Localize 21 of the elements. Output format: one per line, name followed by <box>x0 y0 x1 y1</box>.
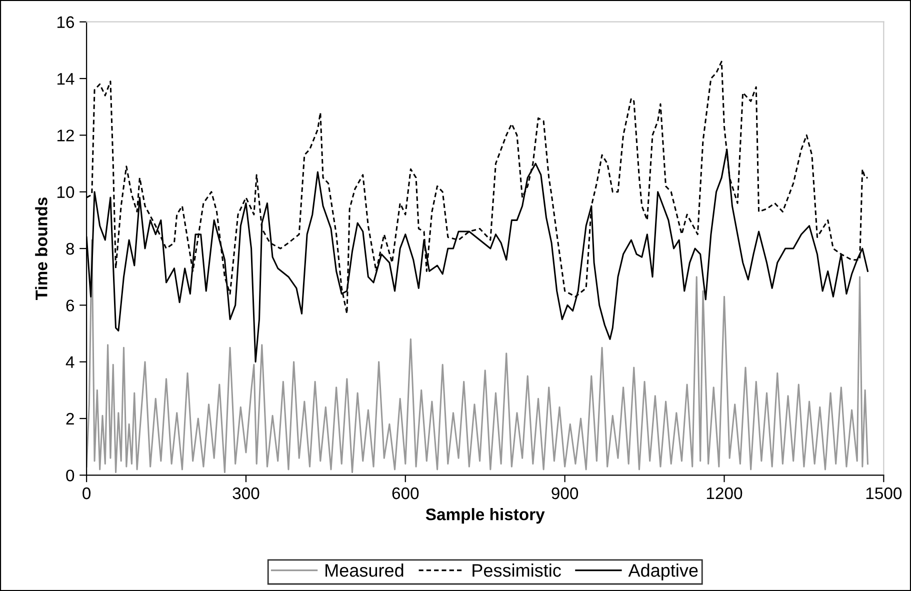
x-axis-title: Sample history <box>426 508 545 524</box>
y-tick-label: 14 <box>57 73 74 85</box>
legend-label: Adaptive <box>628 564 698 580</box>
y-tick-label: 4 <box>66 356 74 368</box>
x-tick-label: 1200 <box>706 487 742 500</box>
legend-label: Measured <box>326 564 404 577</box>
x-tick-label: 600 <box>392 487 419 500</box>
y-tick-label: 2 <box>66 412 74 425</box>
y-tick-label: 8 <box>66 242 74 255</box>
y-tick-label: 16 <box>57 16 74 28</box>
y-tick-label: 6 <box>66 300 74 312</box>
line-series <box>86 239 868 474</box>
x-tick-label: 300 <box>232 487 260 500</box>
legend-label: Pessimistic <box>472 564 561 577</box>
y-tick-label: 12 <box>57 130 74 142</box>
x-tick-label: 0 <box>82 487 91 500</box>
x-tick-label: 1500 <box>866 487 902 500</box>
y-tick-label: 0 <box>66 470 74 482</box>
y-axis-title: Time bounds <box>35 197 48 300</box>
y-tick-label: 10 <box>57 186 74 198</box>
x-tick-label: 900 <box>552 487 578 500</box>
